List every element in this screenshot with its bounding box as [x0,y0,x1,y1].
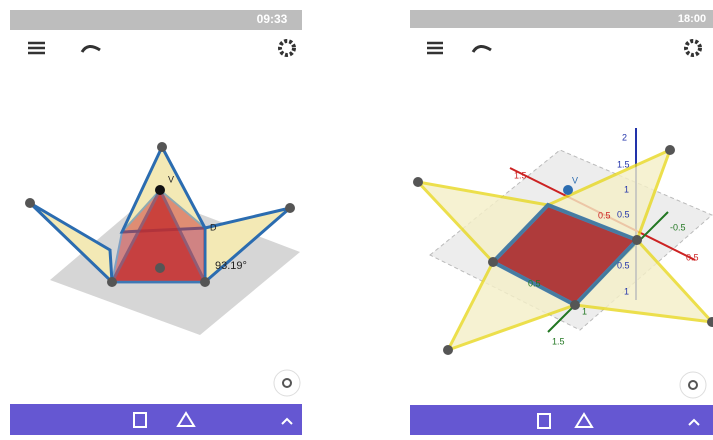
status-bar [410,10,713,28]
z-label: 0.5 [617,260,630,270]
scene-3d: V D 93.19° [25,142,300,335]
z-label: 1 [624,286,629,296]
bottom-bar [410,405,713,435]
point-label: D [210,222,217,232]
x-label: 0.5 [686,252,699,262]
tools-button[interactable] [574,412,594,428]
z-label: 2 [622,132,627,142]
expand-button[interactable] [688,418,700,426]
y-label: 1 [582,306,587,316]
left-phone: 09:33 V D 93.19° [10,10,302,435]
undo-button[interactable] [471,45,492,53]
z-label: 1 [624,184,629,194]
status-time: 09:33 [257,12,288,26]
algebra-button[interactable] [537,413,551,429]
center-view-button[interactable] [679,371,707,399]
right-phone: 18:00 V 2 1.5 1 0.5 [410,10,713,435]
algebra-button[interactable] [133,412,147,428]
points [413,145,713,355]
menu-button[interactable] [427,41,443,55]
settings-button[interactable] [278,39,296,57]
y-label: 0.5 [528,278,541,288]
settings-button[interactable] [684,39,702,57]
pyramid [110,188,206,283]
bottom-bar [10,404,302,435]
tools-button[interactable] [176,411,196,427]
status-bar [10,10,302,30]
status-time: 18:00 [678,13,706,25]
y-axis-labels: 0.5 1 1.5 [528,278,587,346]
y-label: 1.5 [552,336,565,346]
x-label: 1.5 [514,170,527,180]
vertex-label: V [572,175,578,185]
x-axis-labels: 1.5 0.5 -0.5 0.5 [514,170,699,262]
face-left [28,201,114,286]
x-label: 0.5 [598,210,611,220]
undo-button[interactable] [80,45,101,53]
scene-3d: V 2 1.5 1 0.5 0.5 1 1.5 0.5 -0.5 0.5 0.5… [413,128,713,355]
z-axis-labels: 2 1.5 1 0.5 0.5 1 [617,132,630,296]
center-view-button[interactable] [273,369,301,397]
z-label: 0.5 [617,209,630,219]
points [25,142,295,287]
x-label: -0.5 [670,222,686,232]
expand-button[interactable] [281,417,293,425]
center-view-icon [688,380,698,390]
angle-label: 93.19° [215,260,247,272]
apex [155,185,165,195]
vertex-label: V [168,174,174,184]
z-label: 1.5 [617,159,630,169]
center-view-icon [282,378,292,388]
menu-button[interactable] [28,41,45,55]
